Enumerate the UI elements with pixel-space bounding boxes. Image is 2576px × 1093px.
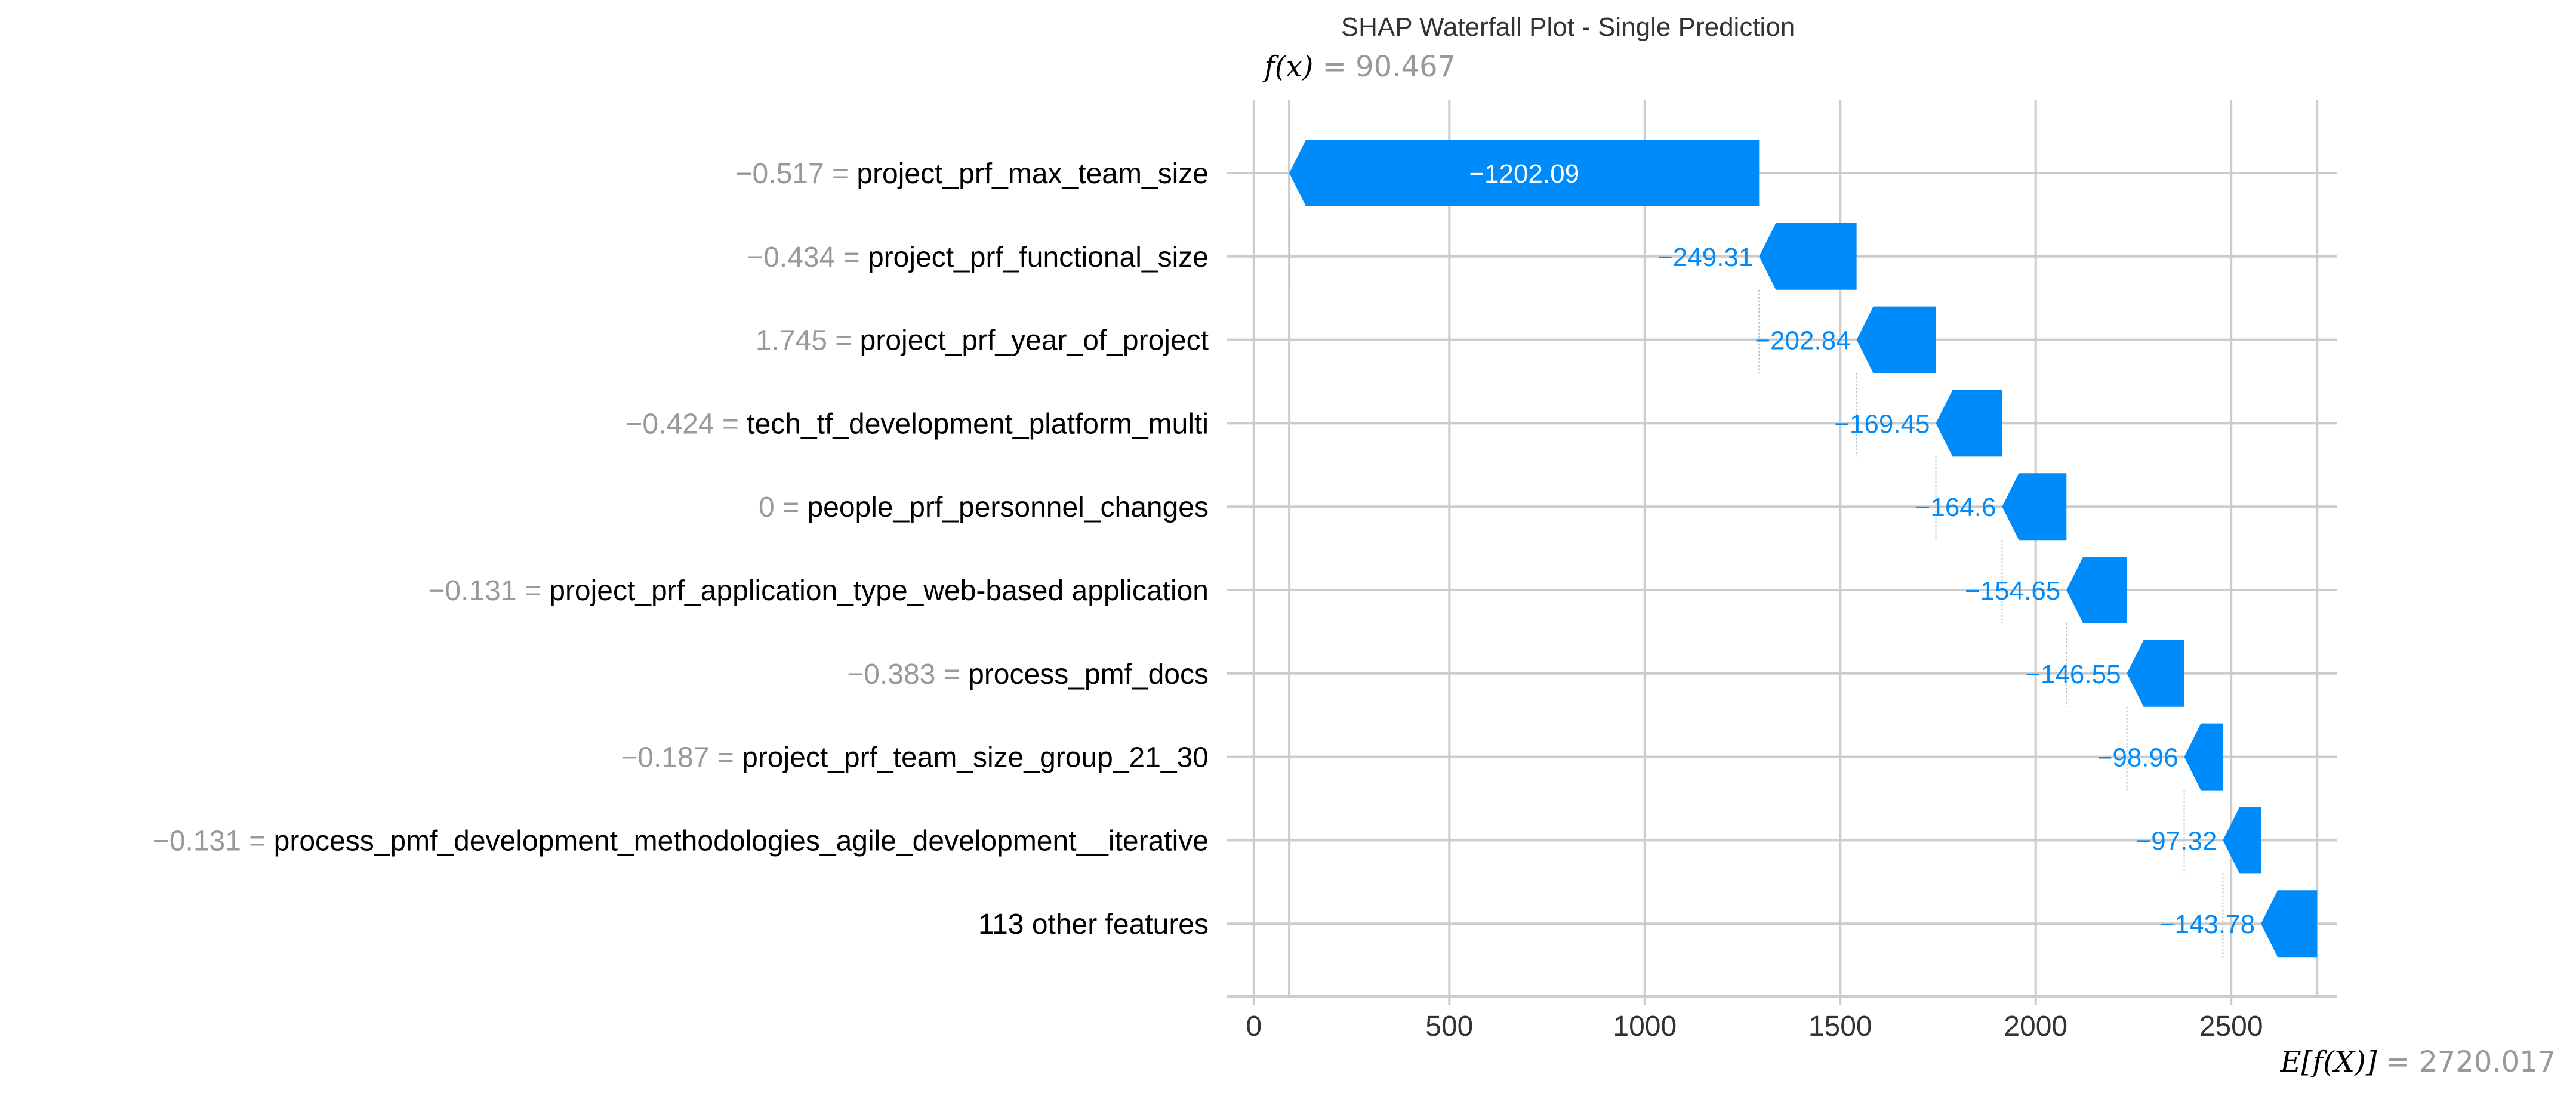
contribution-label: −154.65 xyxy=(1965,576,2060,606)
contribution-label: −97.32 xyxy=(2136,826,2217,856)
contribution-label: −249.31 xyxy=(1657,243,1753,272)
feature-value: −0.131 = xyxy=(428,575,549,607)
feature-label: −0.517 = project_prf_max_team_size xyxy=(736,158,1209,190)
feature-value: −0.187 = xyxy=(621,742,742,774)
waterfall-bar xyxy=(1759,223,1857,290)
feature-label: 113 other features xyxy=(978,909,1209,940)
feature-label: 1.745 = project_prf_year_of_project xyxy=(756,325,1209,357)
contribution-label: −202.84 xyxy=(1755,326,1850,356)
x-tick-label: 1500 xyxy=(1808,1011,1872,1042)
waterfall-bar xyxy=(1856,306,1936,373)
feature-label: −0.383 = process_pmf_docs xyxy=(847,659,1209,690)
x-tick-label: 1000 xyxy=(1613,1011,1677,1042)
chart-title: SHAP Waterfall Plot - Single Prediction xyxy=(1341,13,1795,42)
feature-label: −0.187 = project_prf_team_size_group_21_… xyxy=(621,742,1209,774)
x-tick-label: 2000 xyxy=(2004,1011,2067,1042)
feature-label: −0.131 = project_prf_application_type_we… xyxy=(428,575,1209,607)
feature-name: process_pmf_development_methodologies_ag… xyxy=(274,825,1209,857)
x-tick-label: 0 xyxy=(1246,1011,1262,1042)
fx-value: = 90.467 xyxy=(1313,50,1456,84)
feature-name: project_prf_max_team_size xyxy=(856,158,1209,190)
bar-layer xyxy=(1289,140,2318,958)
feature-value: −0.424 = xyxy=(625,408,747,440)
waterfall-bar xyxy=(1289,140,1760,206)
grid-layer xyxy=(1227,100,2337,995)
feature-name: 113 other features xyxy=(978,909,1209,940)
contribution-label: −1202.09 xyxy=(1469,159,1579,189)
feature-label: −0.424 = tech_tf_development_platform_mu… xyxy=(625,408,1209,440)
fx-label: f(x) xyxy=(1262,50,1313,84)
waterfall-bar xyxy=(2127,640,2184,707)
feature-label: 0 = people_prf_personnel_changes xyxy=(759,492,1209,523)
waterfall-bar xyxy=(2184,723,2223,791)
feature-name: project_prf_application_type_web-based a… xyxy=(549,575,1209,607)
feature-value: 1.745 = xyxy=(756,325,860,357)
waterfall-bar xyxy=(2066,557,2127,623)
label-layer: −1202.09 −0.517 = project_prf_max_team_si… xyxy=(153,158,2255,940)
feature-value: −0.517 = xyxy=(736,158,857,190)
feature-name: project_prf_functional_size xyxy=(868,242,1209,273)
feature-value: −0.131 = xyxy=(153,825,274,857)
feature-name: process_pmf_docs xyxy=(968,659,1209,690)
feature-name: project_prf_year_of_project xyxy=(860,325,1209,357)
feature-value: −0.383 = xyxy=(847,659,968,690)
fx-annotation: f(x) = 90.467 xyxy=(1262,50,1456,84)
base-annotation: E[f(X)] = 2720.017 xyxy=(2280,1045,2556,1079)
contribution-label: −98.96 xyxy=(2097,743,2178,773)
contribution-label: −169.45 xyxy=(1834,409,1930,439)
waterfall-bar xyxy=(2002,473,2067,541)
feature-value: −0.434 = xyxy=(747,242,868,273)
base-label: E[f(X)] xyxy=(2280,1045,2377,1079)
feature-label: −0.434 = project_prf_functional_size xyxy=(747,242,1209,273)
contribution-label: −146.55 xyxy=(2025,660,2121,689)
x-axis: 0 500 1000 1500 2000 2500 f(x) = 90.467 E[f(X)]… xyxy=(1227,50,2556,1079)
waterfall-bar xyxy=(2261,890,2318,958)
contribution-label: −143.78 xyxy=(2159,910,2255,939)
x-tick-label: 2500 xyxy=(2199,1011,2263,1042)
base-value: = 2720.017 xyxy=(2377,1045,2556,1079)
waterfall-bar xyxy=(2223,807,2261,874)
feature-name: people_prf_personnel_changes xyxy=(807,492,1209,523)
feature-name: tech_tf_development_platform_multi xyxy=(747,408,1209,440)
feature-label: −0.131 = process_pmf_development_methodo… xyxy=(153,825,1209,857)
feature-name: project_prf_team_size_group_21_30 xyxy=(742,742,1209,774)
contribution-label: −164.6 xyxy=(1915,493,1996,522)
x-tick-label: 500 xyxy=(1425,1011,1473,1042)
waterfall-bar xyxy=(1936,390,2002,457)
feature-value: 0 = xyxy=(759,492,807,523)
